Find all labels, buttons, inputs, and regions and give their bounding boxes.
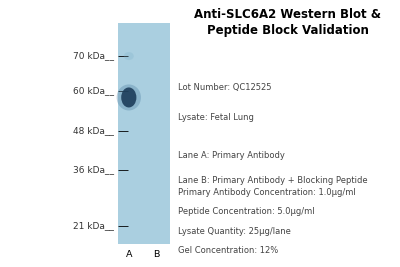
Text: Peptide Concentration: 5.0μg/ml: Peptide Concentration: 5.0μg/ml [178,207,315,217]
Text: B: B [153,250,159,260]
Text: Lane B: Primary Antibody + Blocking Peptide: Lane B: Primary Antibody + Blocking Pept… [178,176,368,185]
Bar [118,23,170,244]
Text: Lysate: Fetal Lung: Lysate: Fetal Lung [178,113,254,123]
Text: Gel Concentration: 12%: Gel Concentration: 12% [178,246,278,255]
Text: Lane A: Primary Antibody: Lane A: Primary Antibody [178,151,285,160]
Text: 60 kDa__: 60 kDa__ [73,86,114,95]
Text: Lysate Quantity: 25μg/lane: Lysate Quantity: 25μg/lane [178,227,291,236]
Ellipse shape [117,84,141,111]
Text: 48 kDa__: 48 kDa__ [73,126,114,135]
Text: 36 kDa__: 36 kDa__ [73,165,114,174]
Text: Anti-SLC6A2 Western Blot &
Peptide Block Validation: Anti-SLC6A2 Western Blot & Peptide Block… [194,8,382,37]
Text: A: A [126,250,132,260]
Text: 21 kDa__: 21 kDa__ [73,221,114,230]
Text: 70 kDa__: 70 kDa__ [73,52,114,61]
Text: Lot Number: QC12525: Lot Number: QC12525 [178,83,272,92]
Ellipse shape [124,52,134,60]
Ellipse shape [121,88,136,107]
Text: Primary Antibody Concentration: 1.0μg/ml: Primary Antibody Concentration: 1.0μg/ml [178,188,356,197]
